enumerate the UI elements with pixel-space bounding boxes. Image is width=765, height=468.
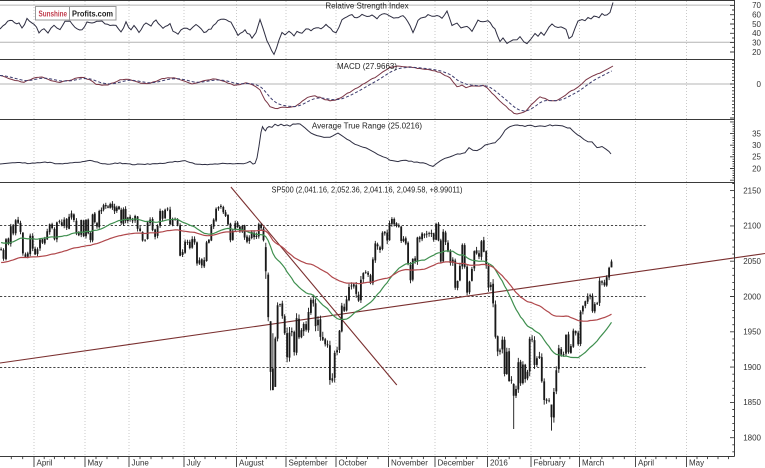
svg-text:February: February <box>534 459 566 468</box>
svg-text:August: August <box>239 459 265 468</box>
svg-text:November: November <box>391 459 428 468</box>
svg-text:30: 30 <box>752 38 761 47</box>
svg-text:1850: 1850 <box>743 398 761 407</box>
svg-text:Sunshine: Sunshine <box>39 8 68 18</box>
svg-text:March: March <box>582 459 604 468</box>
svg-text:SP500 (2,041.16, 2,052.36, 2,0: SP500 (2,041.16, 2,052.36, 2,041.16, 2,0… <box>272 186 463 195</box>
svg-text:MACD (27.9663): MACD (27.9663) <box>337 62 397 71</box>
svg-text:April: April <box>37 459 53 468</box>
svg-text:70: 70 <box>752 1 761 10</box>
svg-text:July: July <box>187 459 201 468</box>
svg-text:30: 30 <box>752 141 761 150</box>
svg-text:Profits.com: Profits.com <box>72 8 113 18</box>
svg-text:50: 50 <box>752 20 761 29</box>
svg-text:1900: 1900 <box>743 363 761 372</box>
svg-text:40: 40 <box>752 29 761 38</box>
svg-text:Average True Range (25.0216): Average True Range (25.0216) <box>312 122 422 131</box>
svg-text:20: 20 <box>752 164 761 173</box>
svg-text:December: December <box>438 459 475 468</box>
svg-text:0: 0 <box>757 80 762 89</box>
svg-text:25: 25 <box>752 153 761 162</box>
svg-text:September: September <box>289 459 328 468</box>
svg-text:60: 60 <box>752 11 761 20</box>
svg-text:1800: 1800 <box>743 434 761 443</box>
svg-text:35: 35 <box>752 129 761 138</box>
svg-text:May: May <box>689 459 704 468</box>
svg-text:Relative Strength Index: Relative Strength Index <box>325 2 408 11</box>
svg-text:June: June <box>132 459 150 468</box>
svg-text:October: October <box>339 459 368 468</box>
svg-text:2050: 2050 <box>743 257 761 266</box>
svg-text:2150: 2150 <box>743 186 761 195</box>
svg-text:20: 20 <box>752 48 761 57</box>
svg-text:April: April <box>638 459 654 468</box>
svg-text:1950: 1950 <box>743 328 761 337</box>
svg-text:May: May <box>88 459 103 468</box>
svg-text:2000: 2000 <box>743 292 761 301</box>
svg-text:2016: 2016 <box>490 459 508 468</box>
svg-text:2100: 2100 <box>743 222 761 231</box>
